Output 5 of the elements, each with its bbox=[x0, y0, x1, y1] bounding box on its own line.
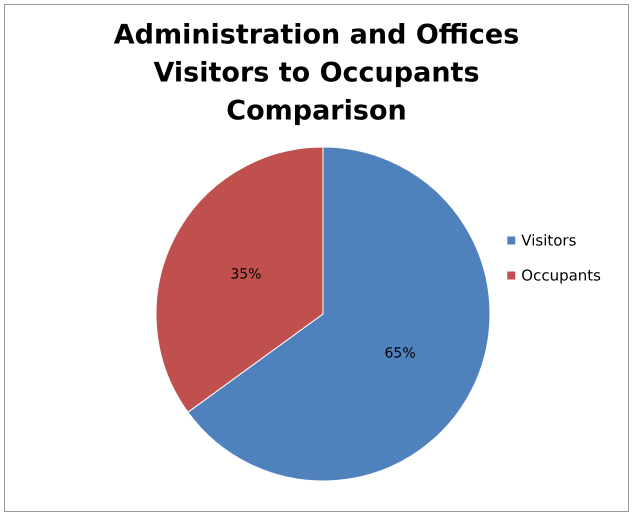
legend-label: Occupants bbox=[521, 266, 602, 284]
data-label: 35% bbox=[230, 266, 262, 283]
data-label: 65% bbox=[384, 345, 416, 362]
chart-title: Administration and Offices Visitors to Occupants Comparison bbox=[114, 20, 520, 126]
legend-label: Visitors bbox=[521, 232, 577, 250]
